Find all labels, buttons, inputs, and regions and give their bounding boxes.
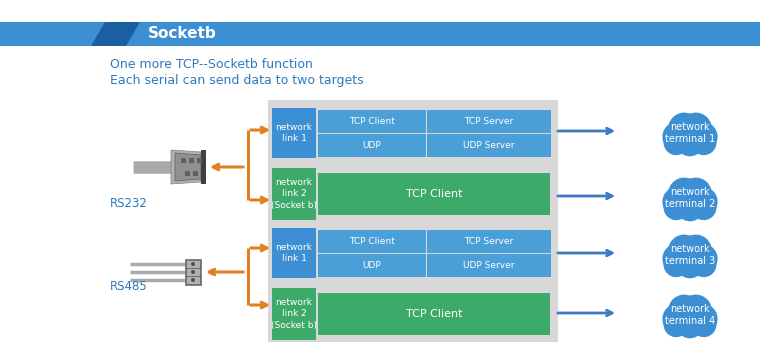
Text: UDP: UDP <box>363 140 382 150</box>
Text: TCP Server: TCP Server <box>464 237 514 245</box>
Text: UDP: UDP <box>363 260 382 270</box>
Bar <box>318 173 550 215</box>
Text: One more TCP--Socketb function: One more TCP--Socketb function <box>110 58 313 71</box>
Bar <box>272 108 316 158</box>
Circle shape <box>670 179 710 218</box>
Circle shape <box>688 122 717 152</box>
Bar <box>427 133 550 157</box>
Circle shape <box>663 312 689 337</box>
Text: TCP Client: TCP Client <box>406 189 462 199</box>
Circle shape <box>679 178 712 210</box>
Bar <box>318 230 426 252</box>
Text: network
terminal 2: network terminal 2 <box>665 187 715 209</box>
Bar <box>427 253 550 277</box>
Circle shape <box>688 244 717 274</box>
Circle shape <box>676 194 704 221</box>
Bar <box>185 171 189 176</box>
Text: network
terminal 3: network terminal 3 <box>665 244 715 266</box>
Text: network
link 1: network link 1 <box>276 123 312 143</box>
Circle shape <box>676 129 704 156</box>
Text: UDP Server: UDP Server <box>464 260 515 270</box>
Circle shape <box>691 312 717 337</box>
Circle shape <box>676 311 704 338</box>
Circle shape <box>691 252 717 277</box>
Text: network
link 1: network link 1 <box>276 243 312 263</box>
Circle shape <box>679 234 712 267</box>
Circle shape <box>191 262 195 266</box>
Bar <box>272 288 316 340</box>
Text: Each serial can send data to two targets: Each serial can send data to two targets <box>110 74 363 87</box>
Circle shape <box>670 114 710 153</box>
Bar <box>272 228 316 278</box>
Circle shape <box>668 113 701 145</box>
Bar <box>181 158 185 163</box>
Circle shape <box>679 113 712 145</box>
Bar <box>268 100 558 342</box>
Circle shape <box>191 270 195 274</box>
Text: network
terminal 1: network terminal 1 <box>665 122 715 144</box>
Text: TCP Client: TCP Client <box>349 237 395 245</box>
Circle shape <box>691 130 717 155</box>
Bar <box>186 260 200 268</box>
Text: RS485: RS485 <box>110 280 147 293</box>
Circle shape <box>668 178 701 210</box>
Circle shape <box>663 187 692 217</box>
Circle shape <box>688 187 717 217</box>
Circle shape <box>663 130 689 155</box>
Circle shape <box>668 294 701 327</box>
Circle shape <box>663 122 692 152</box>
Bar <box>318 253 426 277</box>
Text: UDP Server: UDP Server <box>464 140 515 150</box>
Bar <box>192 171 198 176</box>
Bar <box>427 110 550 132</box>
Polygon shape <box>91 22 140 46</box>
Circle shape <box>663 304 692 334</box>
Bar <box>186 276 200 284</box>
Bar <box>197 158 201 163</box>
Bar <box>318 293 550 335</box>
Bar <box>201 150 206 184</box>
Bar <box>0 22 760 46</box>
Circle shape <box>670 236 710 275</box>
Text: network
link 2
(Socket b): network link 2 (Socket b) <box>271 178 317 210</box>
Bar <box>186 268 200 276</box>
Circle shape <box>663 195 689 220</box>
Circle shape <box>688 304 717 334</box>
Circle shape <box>191 278 195 282</box>
Text: TCP Server: TCP Server <box>464 117 514 126</box>
Circle shape <box>670 296 710 335</box>
Text: TCP Client: TCP Client <box>406 309 462 319</box>
Circle shape <box>668 234 701 267</box>
Text: Socketb: Socketb <box>148 26 217 41</box>
Bar <box>318 133 426 157</box>
Circle shape <box>691 195 717 220</box>
Text: network
terminal 4: network terminal 4 <box>665 304 715 326</box>
Bar <box>272 168 316 220</box>
Bar <box>427 230 550 252</box>
Circle shape <box>679 294 712 327</box>
Circle shape <box>676 251 704 278</box>
Polygon shape <box>171 150 201 184</box>
Circle shape <box>663 252 689 277</box>
Text: TCP Client: TCP Client <box>349 117 395 126</box>
Bar <box>185 259 201 285</box>
Bar <box>188 158 194 163</box>
Circle shape <box>663 244 692 274</box>
Polygon shape <box>175 153 201 181</box>
Text: RS232: RS232 <box>110 197 148 210</box>
Bar <box>318 110 426 132</box>
Text: network
link 2
(Socket b): network link 2 (Socket b) <box>271 298 317 330</box>
